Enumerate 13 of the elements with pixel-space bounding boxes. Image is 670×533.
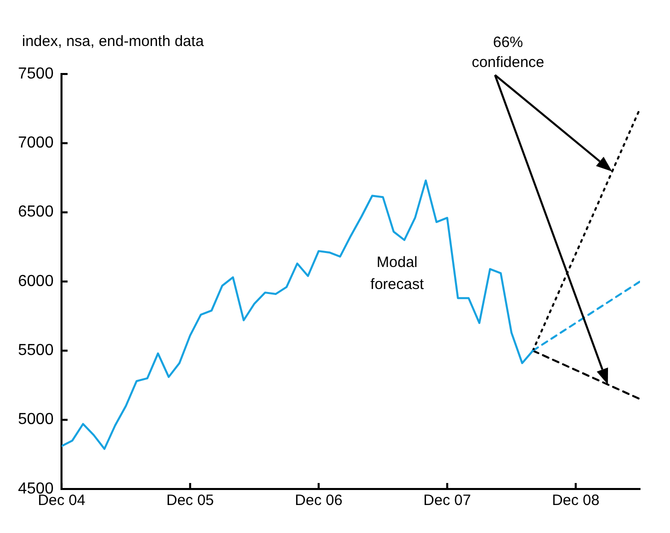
y-tick-label: 6000 <box>18 272 54 290</box>
annotation: Modal forecast <box>370 254 425 293</box>
y-tick-label: 7000 <box>18 134 54 152</box>
y-axis-title: index, nsa, end-month data <box>22 33 204 50</box>
text: 66% confidence <box>472 34 544 71</box>
y-tick-label: 5500 <box>18 342 54 360</box>
x-tick-label: Dec 08 <box>552 492 600 510</box>
x-tick-label: Dec 06 <box>294 492 342 510</box>
y-tick-label: 6500 <box>18 204 54 221</box>
y-tick-label: 7500 <box>18 65 54 82</box>
x-tick-label: Dec 05 <box>166 492 214 510</box>
x-tick-label: Dec 07 <box>423 492 471 510</box>
y-tick-label: 5000 <box>18 411 54 428</box>
